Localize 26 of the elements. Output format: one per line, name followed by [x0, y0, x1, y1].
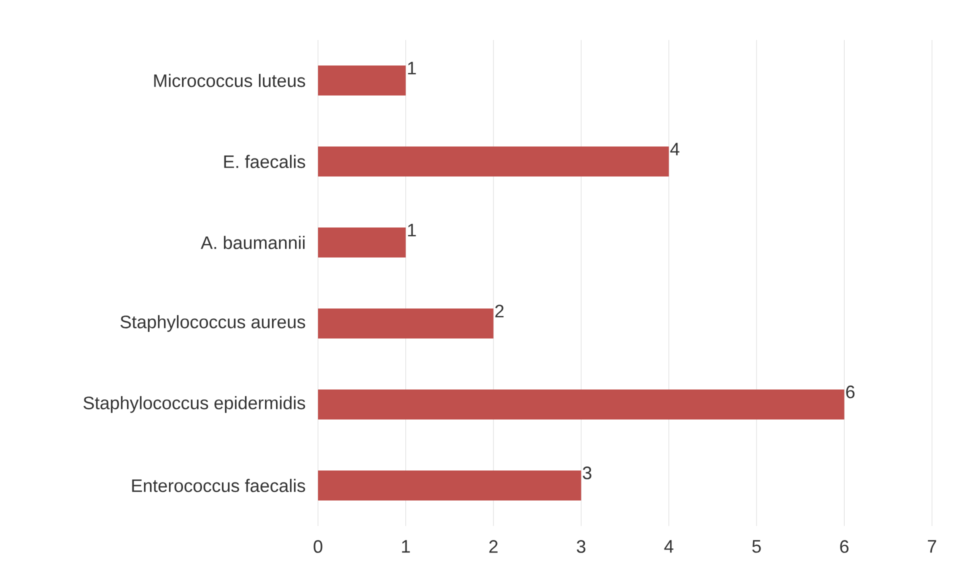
- data-label: 1: [408, 62, 416, 74]
- y-tick-label: Micrococcus luteus: [154, 74, 306, 88]
- x-tick-label: 5: [752, 540, 761, 553]
- data-label: 6: [846, 386, 854, 398]
- bar: [318, 146, 669, 176]
- x-tick-label: 6: [840, 540, 848, 553]
- y-tick-label: E. faecalis: [224, 154, 306, 168]
- x-tick-label: 4: [664, 540, 674, 553]
- data-label: 1: [408, 224, 416, 236]
- bar: [318, 66, 406, 96]
- bar: [318, 228, 406, 258]
- bar: [318, 390, 844, 420]
- x-tick-label: 2: [489, 540, 498, 553]
- y-tick-label: Staphylococcus aureus: [120, 315, 306, 332]
- bar: [318, 470, 582, 500]
- x-tick-label: 0: [314, 540, 322, 553]
- data-label: 2: [495, 304, 504, 318]
- y-tick-label: Staphylococcus epidermidis: [84, 396, 306, 413]
- data-label: 4: [670, 142, 680, 156]
- y-tick-label: Enterococcus faecalis: [132, 478, 306, 492]
- x-tick-label: 3: [576, 540, 586, 553]
- x-tick-label: 1: [402, 540, 410, 553]
- data-label: 3: [582, 466, 592, 480]
- bar: [318, 308, 494, 338]
- x-tick-label: 7: [928, 540, 936, 553]
- y-tick-label: A. baumannii: [200, 236, 305, 250]
